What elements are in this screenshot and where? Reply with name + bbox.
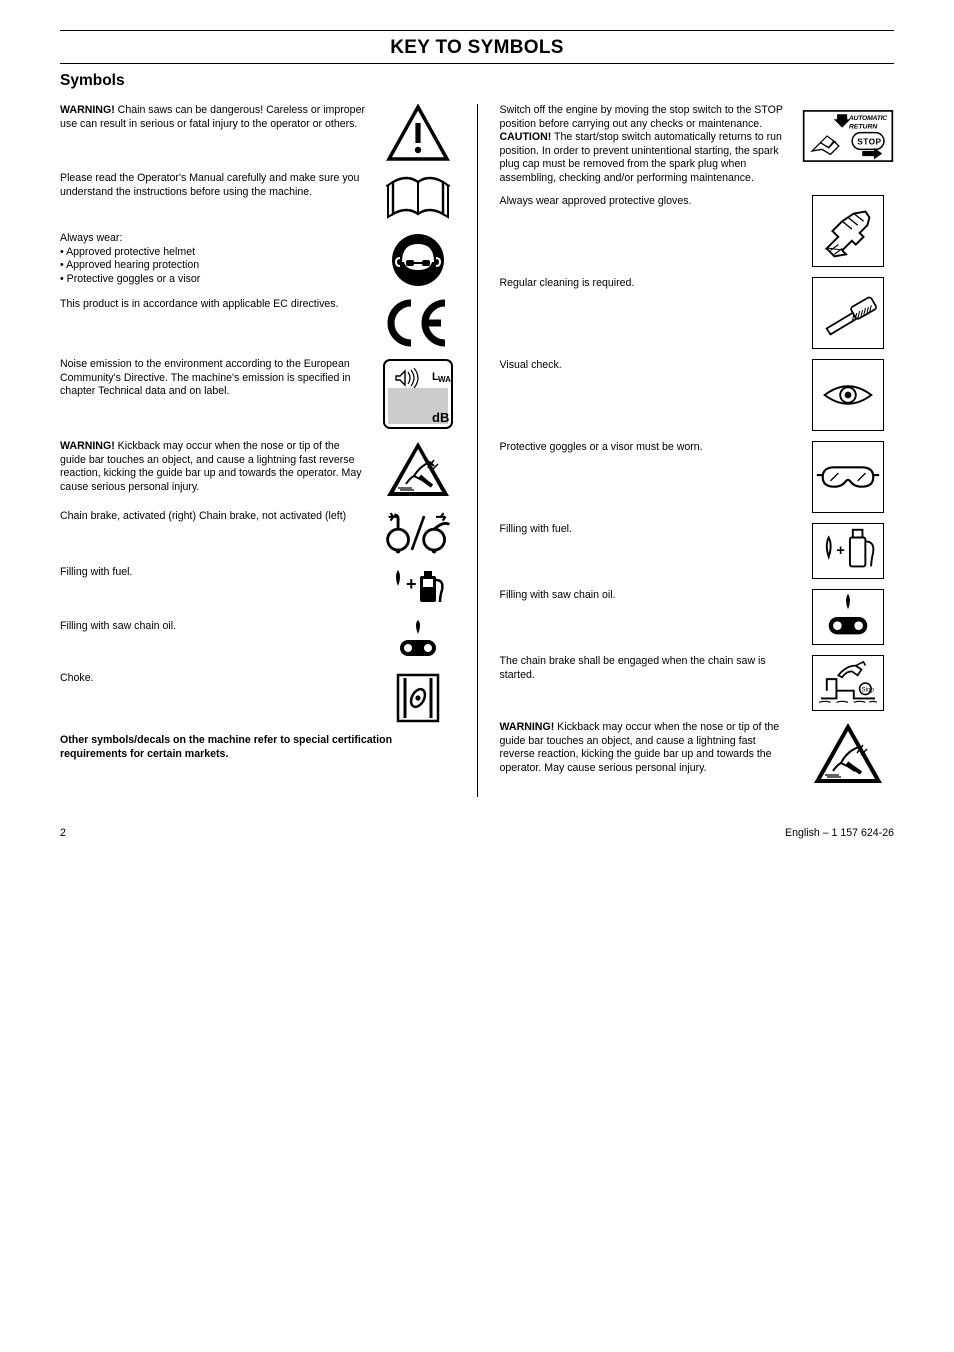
warning-triangle-icon xyxy=(381,104,455,162)
fuel-fill-boxed-icon: + xyxy=(802,523,894,579)
entry-kickback: WARNING! Kickback may occur when the nos… xyxy=(60,440,455,500)
ce-mark-icon xyxy=(381,298,455,348)
svg-text:dB: dB xyxy=(432,410,449,425)
entry-fuel2: Filling with fuel. + xyxy=(500,523,895,579)
svg-text:Stop: Stop xyxy=(862,688,875,694)
page-number: 2 xyxy=(60,827,66,839)
columns: WARNING! Chain saws can be dangerous! Ca… xyxy=(60,104,894,797)
entry-goggles: Protective goggles or a visor must be wo… xyxy=(500,441,895,513)
chain-brake-icon xyxy=(381,510,455,556)
kickback-triangle-icon xyxy=(381,440,455,500)
entry-read-manual: Please read the Operator's Manual carefu… xyxy=(60,172,455,222)
right-column: Switch off the engine by moving the stop… xyxy=(478,104,895,797)
svg-text:RETURN: RETURN xyxy=(849,123,879,130)
entry-chain-brake: Chain brake, activated (right) Chain bra… xyxy=(60,510,455,556)
svg-text:STOP: STOP xyxy=(857,136,881,146)
entry-stop: Switch off the engine by moving the stop… xyxy=(500,104,895,185)
fuel-fill-icon: + xyxy=(381,566,455,610)
eye-icon xyxy=(802,359,894,431)
entry-other: Other symbols/decals on the machine refe… xyxy=(60,734,455,761)
svg-text:WA: WA xyxy=(438,375,451,384)
entry-fuel: Filling with fuel. + xyxy=(60,566,455,610)
entry-gloves: Always wear approved protective gloves. xyxy=(500,195,895,267)
open-book-icon xyxy=(381,172,455,222)
chain-oil-icon xyxy=(381,620,455,662)
entry-chain-oil2: Filling with saw chain oil. xyxy=(500,589,895,645)
brake-engaged-icon: Stop xyxy=(802,655,894,711)
doc-ref: English – 1 157 624-26 xyxy=(785,827,894,839)
svg-text:+: + xyxy=(836,543,844,559)
gloves-icon xyxy=(802,195,894,267)
entry-choke: Choke. xyxy=(60,672,455,724)
goggles-icon xyxy=(802,441,894,513)
entry-visual-check: Visual check. xyxy=(500,359,895,431)
svg-text:AUTOMATIC: AUTOMATIC xyxy=(848,115,888,122)
entry-ppe: Always wear:• Approved protective helmet… xyxy=(60,232,455,288)
entry-warning: WARNING! Chain saws can be dangerous! Ca… xyxy=(60,104,455,162)
noise-label-icon: L WA dB xyxy=(381,358,455,430)
left-column: WARNING! Chain saws can be dangerous! Ca… xyxy=(60,104,478,797)
entry-chain-oil: Filling with saw chain oil. xyxy=(60,620,455,662)
chain-oil-boxed-icon xyxy=(802,589,894,645)
footer: 2 English – 1 157 624-26 xyxy=(60,827,894,839)
section-title: KEY TO SYMBOLS xyxy=(60,37,894,59)
entry-noise: Noise emission to the environment accord… xyxy=(60,358,455,430)
helmet-head-icon xyxy=(381,232,455,288)
kickback-triangle-icon-2 xyxy=(802,721,894,787)
entry-ce: This product is in accordance with appli… xyxy=(60,298,455,348)
entry-clean: Regular cleaning is required. xyxy=(500,277,895,349)
entry-brake-engaged: The chain brake shall be engaged when th… xyxy=(500,655,895,711)
auto-return-stop-icon: AUTOMATIC RETURN STOP xyxy=(802,104,894,168)
choke-icon xyxy=(381,672,455,724)
brush-icon xyxy=(802,277,894,349)
subsection-title: Symbols xyxy=(60,72,894,90)
entry-kickback2: WARNING! Kickback may occur when the nos… xyxy=(500,721,895,787)
svg-text:+: + xyxy=(406,574,417,594)
